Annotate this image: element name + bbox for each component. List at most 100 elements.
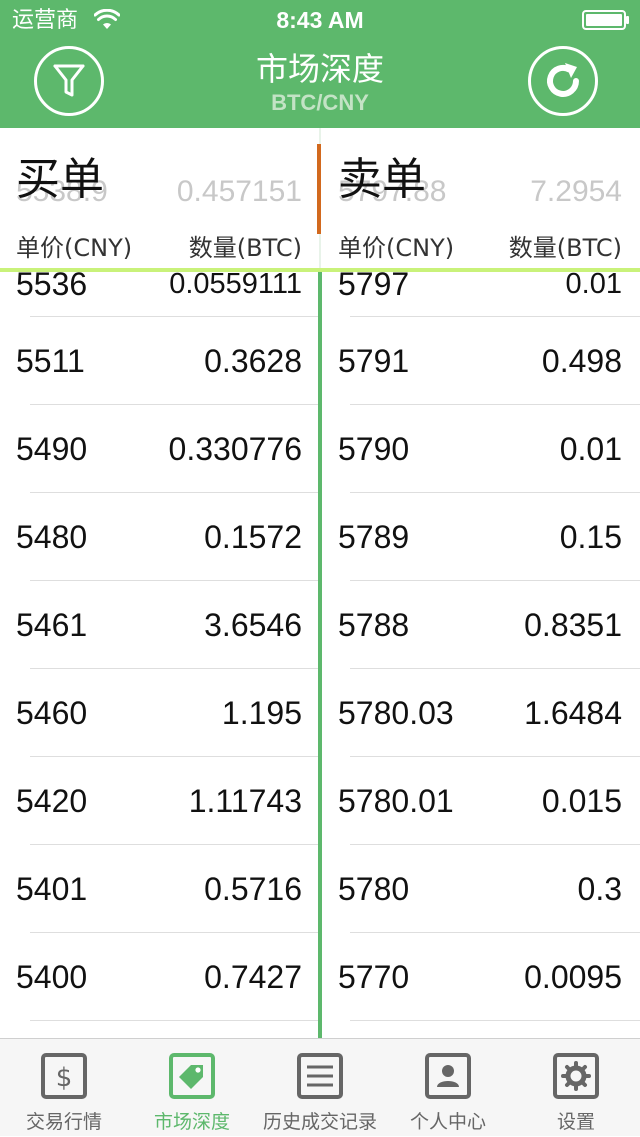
buy-order-price: 5460 (16, 695, 88, 731)
buy-order-price: 5536 (16, 266, 88, 302)
buy-order-qty: 0.1572 (204, 519, 302, 555)
sell-order-qty: 0.3 (577, 871, 622, 907)
sell-order-price: 5789 (338, 519, 410, 555)
sell-order-price: 5790 (338, 431, 410, 467)
buy-scrolling-qty: 0.457151 (176, 175, 302, 208)
buy-column-headers: 单价(CNY) 数量(BTC) (0, 228, 320, 268)
buy-orders-list: 5536 0.0559111 5511 0.3628 5490 0.330776… (0, 266, 320, 1038)
column-divider (318, 270, 322, 1038)
tag-icon (169, 1053, 215, 1099)
buy-order-price: 5511 (16, 343, 85, 379)
sell-order-row[interactable]: 5780 0.3 (338, 844, 640, 932)
battery-icon (582, 10, 629, 30)
sell-order-row[interactable]: 5791 0.498 (338, 316, 640, 404)
wifi-icon (94, 9, 120, 29)
sell-scrolling-price: 5797.88 (338, 175, 447, 208)
buy-order-price: 5401 (16, 871, 88, 907)
nav-header: 运营商 8:43 AM 市场深度 BTC/CNY (0, 0, 640, 128)
buy-order-qty: 0.0559111 (169, 268, 302, 300)
buy-order-row[interactable]: 5400 0.7427 (16, 932, 320, 1020)
tab-bar: $ 交易行情 市场深度 历史成交记录 个人中心 (0, 1038, 640, 1136)
buy-order-qty: 0.330776 (168, 431, 302, 467)
buy-scrolling-price: 5538.9 (16, 175, 108, 208)
tab-label: 个人中心 (409, 1111, 486, 1133)
tab-label: 设置 (556, 1111, 595, 1133)
sell-scrolling-row: 5797.88 7.2954 (320, 172, 640, 212)
buy-order-row[interactable]: 5461 3.6546 (16, 580, 320, 668)
buy-order-qty: 3.6546 (204, 607, 302, 643)
buy-order-qty: 1.195 (221, 695, 302, 731)
buy-order-qty: 0.7427 (204, 959, 302, 995)
buy-order-qty: 1.11743 (188, 783, 302, 819)
sell-order-row[interactable]: 5789 0.15 (338, 492, 640, 580)
buy-order-row[interactable]: 5536 0.0559111 (16, 266, 320, 316)
tab-personal-center[interactable]: 个人中心 (384, 1039, 512, 1137)
tab-label: 历史成交记录 (262, 1111, 377, 1133)
buy-scrolling-row: 5538.9 0.457151 (0, 172, 320, 212)
buy-order-row[interactable]: 5460 1.195 (16, 668, 320, 756)
svg-text:$: $ (56, 1063, 73, 1093)
buy-order-row[interactable]: 5511 0.3628 (16, 316, 320, 404)
sell-order-qty: 0.8351 (524, 607, 622, 643)
sell-order-price: 5780.03 (338, 695, 454, 731)
sell-order-qty: 0.498 (541, 343, 622, 379)
gear-icon (553, 1053, 599, 1099)
buy-order-row-empty (30, 1020, 320, 1038)
buy-order-row[interactable]: 5480 0.1572 (16, 492, 320, 580)
sell-orders-panel: 卖单 5797.88 7.2954 单价(CNY) 数量(BTC) 5797 0… (320, 128, 640, 1038)
sell-order-price: 5770 (338, 959, 410, 995)
sell-order-qty: 0.01 (565, 268, 622, 300)
tab-market-depth[interactable]: 市场深度 (128, 1039, 256, 1137)
sell-order-price: 5791 (338, 343, 410, 379)
status-time: 8:43 AM (276, 7, 364, 33)
filter-icon (53, 64, 85, 97)
buy-price-header: 单价(CNY) (16, 234, 133, 262)
buy-orders-panel: 买单 5538.9 0.457151 单价(CNY) 数量(BTC) 5536 … (0, 128, 320, 1038)
buy-qty-header: 数量(BTC) (188, 234, 302, 262)
buy-order-price: 5420 (16, 783, 88, 819)
tab-trade-history[interactable]: 历史成交记录 (256, 1039, 384, 1137)
sell-orders-list: 5797 0.01 5791 0.498 5790 0.01 5789 0.15… (320, 266, 640, 1038)
refresh-icon (547, 63, 579, 97)
sell-order-price: 5797 (338, 266, 410, 302)
header-separator-line (0, 268, 640, 272)
buy-order-qty: 0.5716 (204, 871, 302, 907)
buy-orders-title: 买单 (16, 154, 104, 205)
refresh-button[interactable] (528, 46, 598, 116)
sell-order-qty: 0.15 (559, 519, 622, 555)
user-icon (425, 1053, 471, 1099)
sell-order-row[interactable]: 5790 0.01 (338, 404, 640, 492)
tab-settings[interactable]: 设置 (512, 1039, 640, 1137)
buy-order-price: 5480 (16, 519, 88, 555)
carrier-name: 运营商 (12, 8, 79, 33)
buy-order-price: 5461 (16, 607, 88, 643)
buy-order-row[interactable]: 5420 1.11743 (16, 756, 320, 844)
sell-order-row[interactable]: 5780.03 1.6484 (338, 668, 640, 756)
filter-button[interactable] (34, 46, 104, 116)
buy-order-price: 5490 (16, 431, 88, 467)
tab-market-quotes[interactable]: $ 交易行情 (0, 1039, 128, 1137)
scroll-indicator (317, 144, 321, 234)
sell-order-row-empty (350, 1020, 640, 1038)
buy-order-row[interactable]: 5401 0.5716 (16, 844, 320, 932)
sell-order-row[interactable]: 5770 0.0095 (338, 932, 640, 1020)
sell-order-price: 5780 (338, 871, 410, 907)
sell-qty-header: 数量(BTC) (508, 234, 622, 262)
list-icon (297, 1053, 343, 1099)
status-bar: 运营商 8:43 AM (0, 0, 640, 40)
sell-order-qty: 0.01 (559, 431, 622, 467)
buy-order-qty: 0.3628 (204, 343, 302, 379)
sell-order-row[interactable]: 5788 0.8351 (338, 580, 640, 668)
buy-order-price: 5400 (16, 959, 88, 995)
tab-label: 市场深度 (153, 1111, 230, 1133)
sell-price-header: 单价(CNY) (338, 234, 455, 262)
sell-order-row[interactable]: 5797 0.01 (338, 266, 640, 316)
sell-orders-title: 卖单 (338, 154, 426, 205)
dollar-icon: $ (41, 1053, 87, 1099)
tab-label: 交易行情 (25, 1111, 102, 1133)
sell-order-row[interactable]: 5780.01 0.015 (338, 756, 640, 844)
page-subtitle: BTC/CNY (271, 90, 369, 115)
sell-order-qty: 0.015 (541, 783, 622, 819)
sell-order-price: 5780.01 (338, 783, 454, 819)
buy-order-row[interactable]: 5490 0.330776 (16, 404, 320, 492)
